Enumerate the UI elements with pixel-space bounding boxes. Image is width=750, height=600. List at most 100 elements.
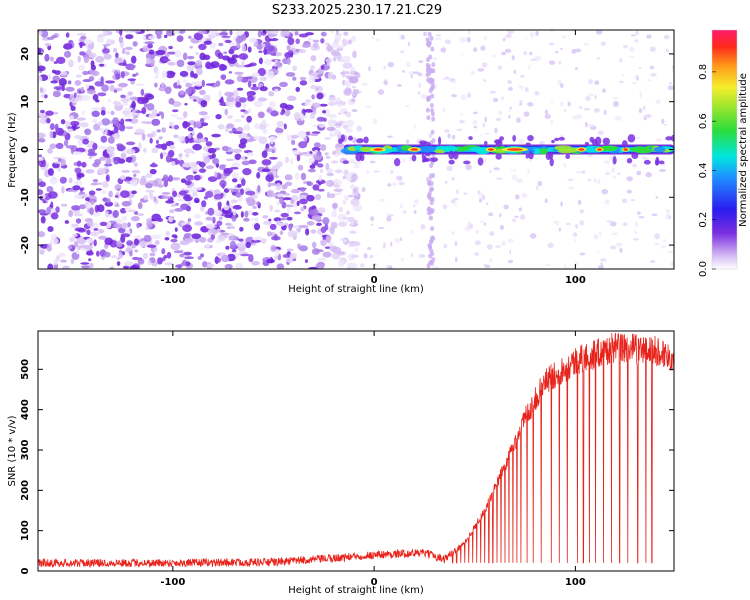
noise-speck (484, 132, 491, 135)
noise-speck (386, 213, 393, 216)
noise-speck (535, 30, 539, 36)
noise-speck (286, 95, 297, 102)
noise-speck (354, 72, 361, 79)
noise-speck (38, 65, 46, 72)
noise-speck (663, 34, 670, 40)
noise-speck (76, 117, 86, 121)
noise-speck (632, 163, 638, 168)
noise-speck (201, 200, 207, 208)
noise-speck (427, 181, 432, 187)
noise-speck (114, 57, 123, 65)
noise-speck (343, 31, 349, 36)
noise-speck (174, 50, 182, 58)
noise-speck (345, 128, 353, 133)
noise-speck (267, 182, 272, 188)
noise-speck (104, 237, 113, 246)
noise-speck (367, 247, 372, 250)
noise-speck (104, 163, 113, 167)
noise-speck (177, 136, 185, 142)
noise-speck (479, 220, 484, 223)
noise-speck (184, 180, 192, 186)
noise-speck (105, 157, 112, 165)
noise-speck (154, 240, 160, 246)
noise-speck (51, 69, 57, 74)
noise-speck (140, 175, 147, 184)
noise-speck (79, 51, 86, 56)
noise-speck (316, 222, 322, 227)
noise-speck (180, 203, 190, 210)
noise-speck (617, 172, 621, 175)
noise-speck (180, 262, 188, 266)
noise-speck (220, 232, 230, 236)
noise-speck (354, 220, 360, 224)
noise-speck (444, 39, 452, 45)
noise-speck (131, 100, 136, 109)
noise-speck (484, 116, 488, 123)
noise-speck (585, 96, 591, 101)
noise-speck (151, 147, 159, 154)
noise-speck (173, 250, 183, 254)
noise-speck (65, 32, 70, 38)
noise-speck (114, 184, 122, 191)
noise-speck (120, 71, 125, 79)
noise-speck (642, 106, 646, 110)
noise-speck (478, 198, 483, 203)
noise-speck (236, 75, 243, 82)
noise-speck (70, 97, 79, 104)
signal-hotspot-core (410, 148, 419, 151)
noise-speck (262, 30, 267, 34)
noise-speck (544, 114, 551, 119)
noise-speck (63, 139, 69, 147)
noise-speck (154, 74, 159, 79)
noise-speck (134, 249, 139, 253)
noise-speck (575, 223, 579, 229)
noise-speck (232, 208, 237, 216)
noise-speck (38, 48, 42, 55)
noise-speck (366, 170, 370, 175)
noise-speck (256, 201, 260, 206)
noise-speck (183, 251, 192, 256)
noise-speck (549, 157, 554, 167)
noise-speck (211, 133, 221, 138)
noise-speck (131, 30, 142, 33)
spectrogram-ytick-label: 0 (20, 146, 31, 153)
noise-speck (311, 94, 315, 100)
noise-speck (168, 216, 174, 223)
noise-speck (284, 104, 294, 111)
noise-speck (227, 188, 234, 191)
noise-speck (450, 231, 456, 235)
noise-speck (74, 180, 83, 187)
noise-speck (120, 152, 127, 160)
noise-speck (241, 160, 250, 166)
noise-speck (116, 143, 124, 148)
noise-speck (110, 255, 117, 259)
noise-speck (663, 239, 667, 243)
noise-speck (163, 255, 168, 259)
noise-speck (324, 137, 331, 140)
noise-speck (338, 206, 344, 213)
noise-speck (418, 60, 424, 64)
noise-speck (279, 81, 288, 88)
noise-speck (507, 30, 514, 35)
noise-speck (330, 50, 340, 57)
noise-speck (55, 206, 60, 214)
noise-speck (630, 199, 636, 202)
noise-speck (227, 57, 238, 65)
noise-speck (665, 136, 673, 141)
noise-speck (111, 133, 121, 138)
noise-speck (145, 182, 153, 189)
noise-speck (406, 61, 411, 68)
noise-speck (420, 93, 428, 100)
noise-speck (499, 213, 502, 218)
noise-speck (514, 215, 519, 218)
noise-speck (38, 231, 46, 238)
noise-speck (558, 227, 562, 232)
noise-speck (223, 204, 230, 211)
noise-speck (234, 118, 242, 123)
noise-speck (427, 31, 432, 37)
noise-speck (188, 95, 198, 100)
noise-speck (398, 35, 403, 39)
noise-speck (337, 261, 345, 267)
noise-speck (143, 194, 149, 201)
noise-speck (60, 159, 66, 167)
